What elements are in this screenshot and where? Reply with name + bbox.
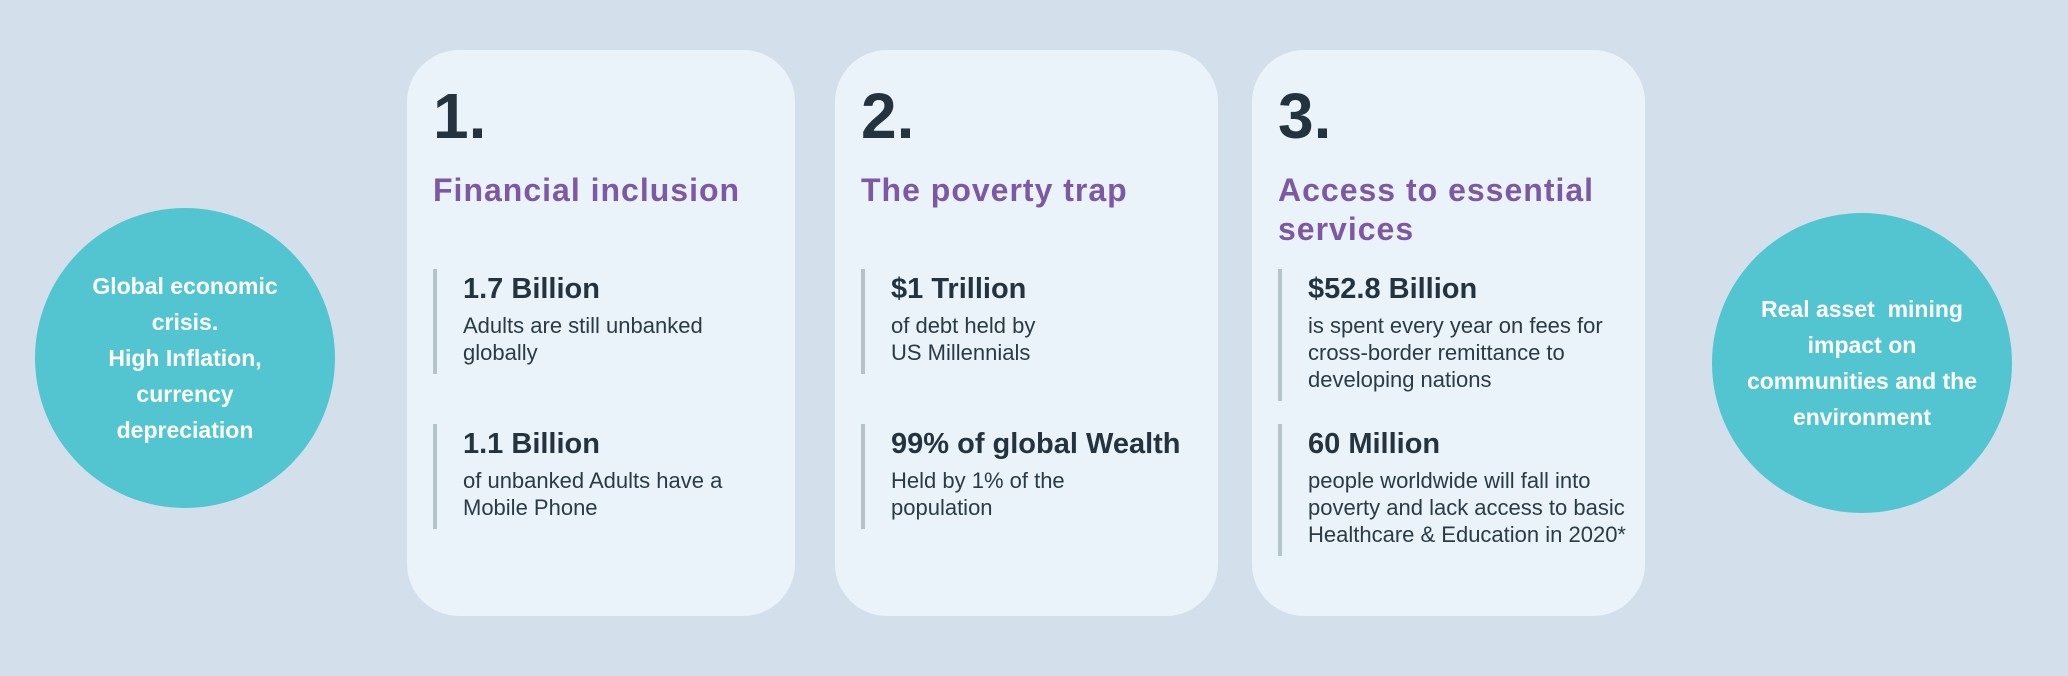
stat-description: of debt held by US Millennials (891, 313, 1036, 365)
left-circle: Global economic crisis. High Inflation, … (35, 208, 335, 508)
stat-item: $1 Trillion of debt held by US Millennia… (861, 269, 1204, 374)
card-title: Financial inclusion (433, 172, 741, 208)
right-circle-text: Real asset mining impact on communities … (1746, 296, 1978, 430)
right-circle: Real asset mining impact on communities … (1712, 213, 2012, 513)
card-number: 1. (433, 80, 487, 152)
stat-description: Held by 1% of the population (891, 468, 1065, 520)
stat-item: 60 Million people worldwide will fall in… (1278, 424, 1631, 556)
stat-description: people worldwide will fall into poverty … (1308, 468, 1626, 547)
stat-value: 99% of global Wealth (891, 428, 1181, 460)
card-number: 3. (1278, 80, 1332, 152)
stat-value: $1 Trillion (891, 273, 1027, 305)
card-access-essential-services: 3. Access to essential services $52.8 Bi… (1252, 50, 1645, 616)
card-title: The poverty trap (861, 172, 1128, 208)
stat-description: is spent every year on fees for cross-bo… (1308, 313, 1603, 392)
stat-value: 1.1 Billion (463, 428, 600, 460)
stat-value: $52.8 Billion (1308, 273, 1478, 305)
stat-item: 99% of global Wealth Held by 1% of the p… (861, 424, 1204, 529)
card-financial-inclusion: 1. Financial inclusion 1.7 Billion Adult… (407, 50, 795, 616)
stat-item: 1.7 Billion Adults are still unbanked gl… (433, 269, 781, 374)
card-number: 2. (861, 80, 915, 152)
card-title: Access to essential services (1278, 172, 1595, 247)
stat-value: 1.7 Billion (463, 273, 600, 305)
stat-item: 1.1 Billion of unbanked Adults have a Mo… (433, 424, 781, 529)
stat-value: 60 Million (1308, 428, 1441, 460)
stat-description: of unbanked Adults have a Mobile Phone (463, 468, 723, 520)
card-poverty-trap: 2. The poverty trap $1 Trillion of debt … (835, 50, 1218, 616)
left-circle-text: Global economic crisis. High Inflation, … (92, 273, 278, 443)
stat-description: Adults are still unbanked globally (463, 313, 703, 365)
stat-item: $52.8 Billion is spent every year on fee… (1278, 269, 1631, 401)
